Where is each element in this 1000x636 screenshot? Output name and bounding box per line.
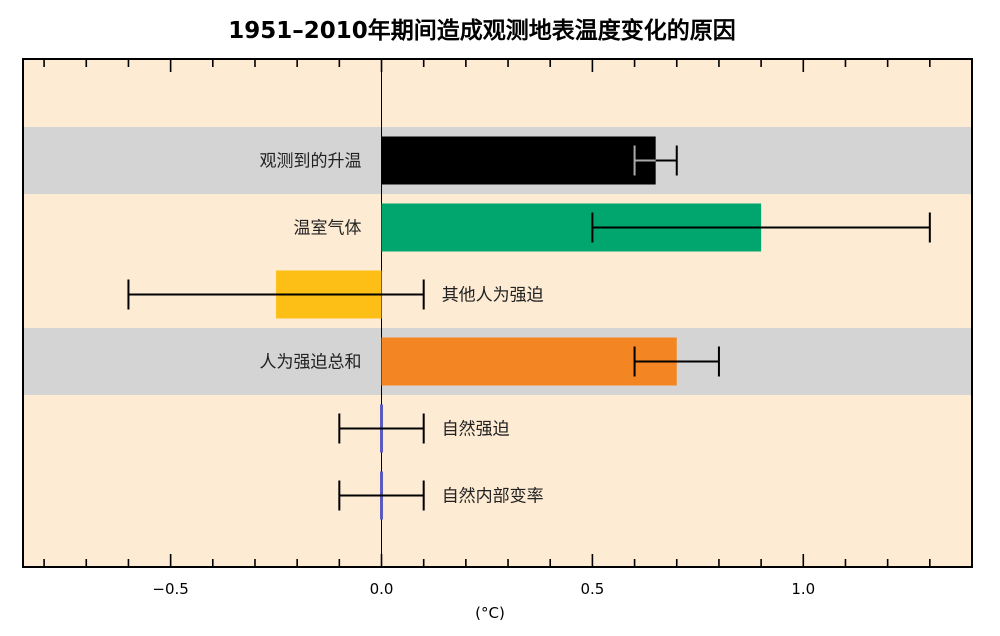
category-label: 温室气体 [294, 219, 362, 239]
bar [381, 337, 677, 386]
x-tick-label: 1.0 [791, 580, 815, 598]
category-label: 人为强迫总和 [260, 353, 362, 373]
category-label: 其他人为强迫 [442, 286, 544, 306]
bar [381, 136, 656, 185]
chart-title: 1951–2010年期间造成观测地表温度变化的原因 [228, 17, 736, 44]
category-label: 观测到的升温 [260, 152, 362, 172]
x-tick-label: −0.5 [152, 580, 188, 598]
x-tick-label: 0.5 [580, 580, 604, 598]
category-label: 自然内部变率 [442, 487, 544, 507]
x-tick-label: 0.0 [370, 580, 394, 598]
x-axis-label: (°C) [475, 604, 505, 622]
category-label: 自然强迫 [442, 420, 510, 440]
plot-frame [22, 58, 973, 568]
